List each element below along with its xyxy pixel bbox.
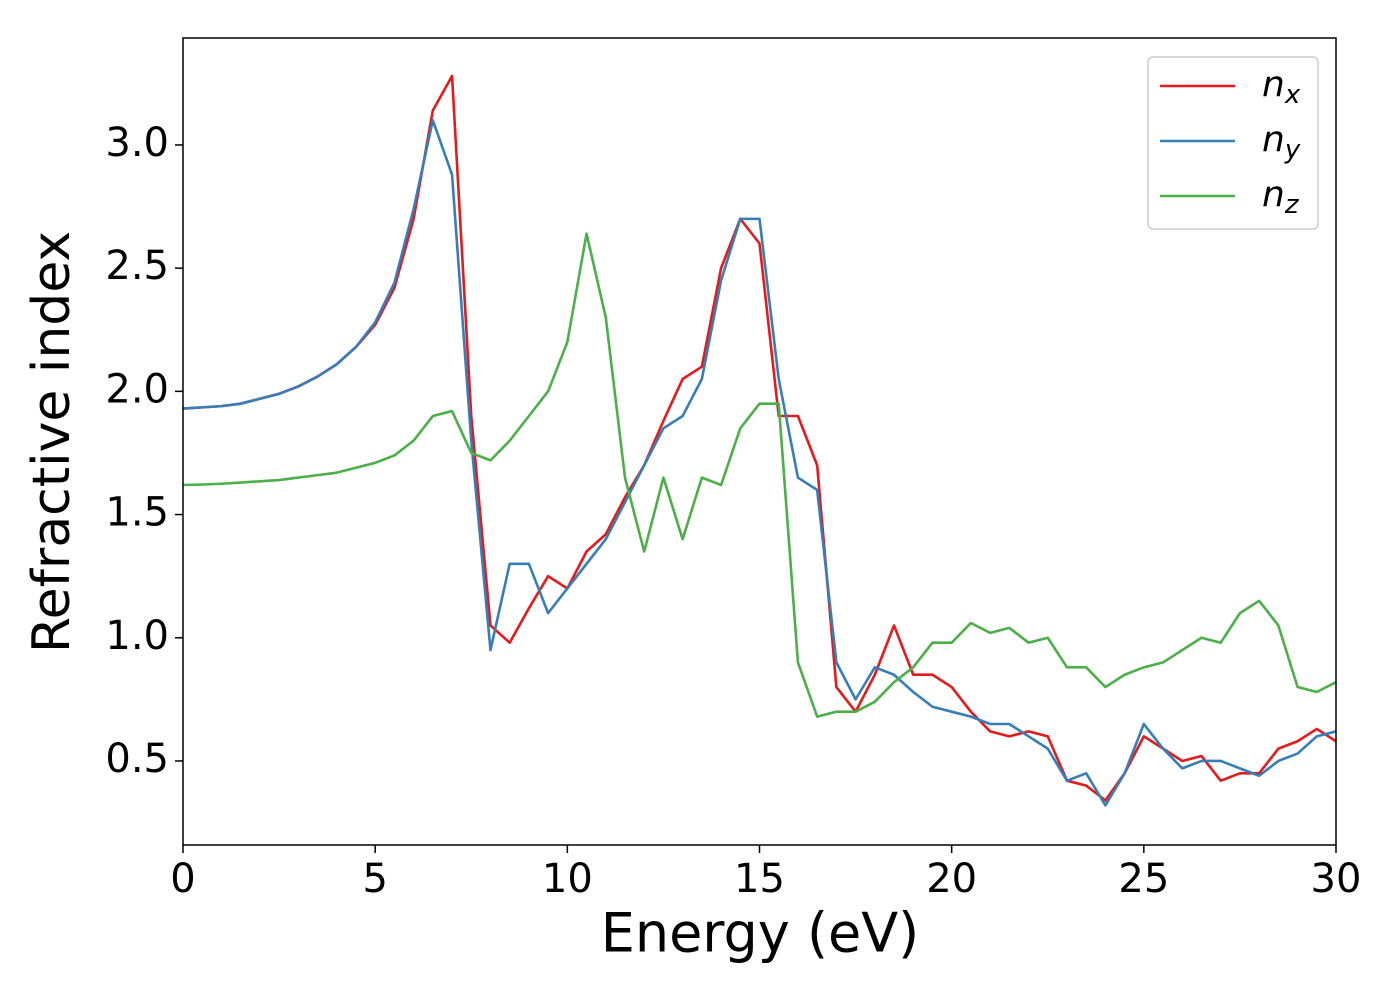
x-tick-label: 15 xyxy=(734,856,785,902)
plot-frame xyxy=(182,37,1337,846)
series-line xyxy=(183,74,1336,802)
series-line xyxy=(183,119,1336,807)
x-axis-label: Energy (eV) xyxy=(601,902,920,965)
legend-label: nz xyxy=(1262,174,1300,220)
y-tick-label: 1.0 xyxy=(105,613,169,659)
series-line xyxy=(183,232,1336,718)
x-tick-label: 30 xyxy=(1311,856,1362,902)
x-tick-label: 5 xyxy=(362,856,387,902)
x-tick-label: 10 xyxy=(542,856,593,902)
y-tick-label: 0.5 xyxy=(105,736,169,782)
x-tick-label: 25 xyxy=(1118,856,1169,902)
y-tick-label: 3.0 xyxy=(105,120,169,166)
legend-label: nx xyxy=(1262,64,1301,110)
x-tick-label: 0 xyxy=(170,856,195,902)
y-axis-label: Refractive index xyxy=(22,231,82,653)
y-tick-label: 1.5 xyxy=(105,490,169,536)
legend-label: ny xyxy=(1262,119,1301,165)
y-tick-label: 2.0 xyxy=(105,366,169,412)
x-tick-label: 20 xyxy=(926,856,977,902)
y-tick-label: 2.5 xyxy=(105,243,169,289)
legend-box xyxy=(1147,56,1319,230)
